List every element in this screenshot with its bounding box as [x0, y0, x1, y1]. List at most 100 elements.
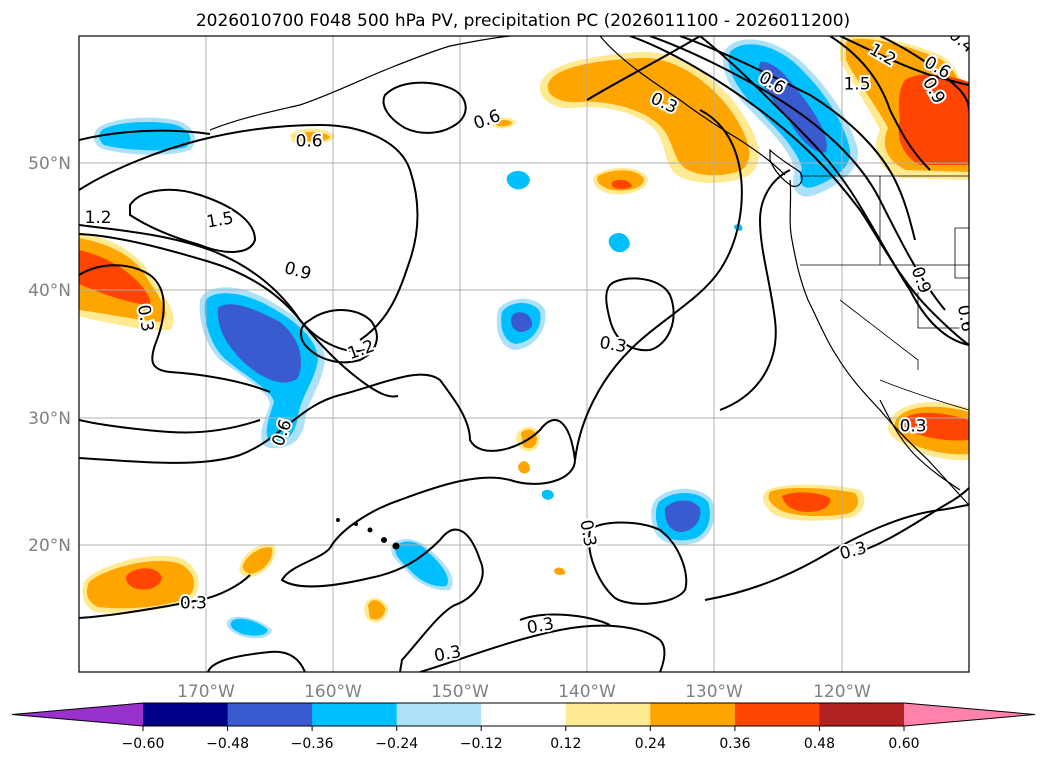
lon-label-150w: 150°W [431, 682, 489, 702]
pv-contour-0.3 [79, 373, 577, 672]
colorbar-extend-max [904, 703, 1035, 726]
latitude-labels: 50°N 40°N 30°N 20°N [28, 154, 71, 556]
baja-coast [879, 399, 961, 491]
pv-contour-0.3 [79, 574, 251, 619]
precip-positive-area [368, 600, 385, 620]
precip-positive-area [898, 74, 969, 165]
pv-contour-1.5 [129, 188, 257, 253]
pv-contours [79, 36, 969, 672]
lat-label-50n: 50°N [28, 154, 71, 174]
colorbar-segment [396, 703, 482, 726]
chart-title: 2026010700 F048 500 hPa PV, precipitatio… [196, 11, 850, 31]
pv-contour-1.2 [79, 224, 366, 353]
lat-label-40n: 40°N [28, 281, 71, 301]
precip-negative-area [99, 122, 191, 151]
pv-contour-0.3 [605, 277, 675, 352]
pv-contour-0.6 [79, 123, 419, 341]
pv-contour-0.3 [704, 504, 969, 601]
contour-label: 0.3 [900, 417, 927, 437]
pv-contour-0.9 [79, 233, 399, 398]
pv-contour-0.3 [586, 36, 701, 101]
contour-label: 0.3 [180, 593, 207, 613]
vancouver-island [769, 148, 803, 187]
map-frame [78, 35, 970, 673]
lat-label-30n: 30°N [28, 409, 71, 429]
colorbar-tick-label: −0.12 [460, 736, 503, 752]
colorbar-tick-label: 0.60 [888, 736, 919, 752]
precip-positive-area [518, 461, 530, 474]
colorbar-segment [143, 703, 229, 726]
borders [800, 175, 969, 411]
colorbar-segment [565, 703, 651, 726]
colorbar-tick-label: 0.48 [804, 736, 835, 752]
pv-contour-1.2 [649, 36, 946, 311]
pv-contour-1.2 [829, 36, 931, 171]
pv-contour-0.3 [519, 613, 611, 626]
pv-contour-0.3 [207, 650, 306, 672]
colorbar-extend-min [12, 703, 143, 726]
north-america-coast [789, 179, 969, 506]
precip-negative-area [506, 170, 530, 190]
contour-label: 1.5 [844, 74, 871, 94]
precip-positive-area [782, 492, 831, 512]
colorbar: −0.60 −0.48 −0.36 −0.24 −0.12 0.12 0.24 0.36 0.4… [11, 702, 1036, 752]
colorbar-segment [481, 703, 567, 726]
precip-positive-area [547, 57, 750, 176]
pv-contour-0.6 [79, 264, 271, 393]
colorbar-segment [819, 703, 905, 726]
precip-positive-area [294, 131, 330, 142]
precip-positive-area [902, 412, 969, 441]
gridlines [79, 36, 969, 672]
precip-positive-area [612, 179, 632, 189]
pv-contour-0.6 [79, 129, 211, 141]
precip-negative-area [542, 489, 554, 500]
colorbar-segment [312, 703, 398, 726]
longitude-labels: 170°W 160°W 150°W 140°W 130°W 120°W [177, 682, 871, 702]
pv-contour-0.3 [588, 521, 688, 605]
pv-contour-0.3 [419, 624, 666, 672]
pv-contour-0.6 [79, 419, 261, 434]
contour-label: 0.3 [433, 642, 463, 666]
colorbar-tick-label: 0.24 [635, 736, 666, 752]
lon-label-170w: 170°W [177, 682, 235, 702]
alaska-panhandle-coast [599, 36, 786, 176]
lon-label-120w: 120°W [813, 682, 871, 702]
precip-negative-area [759, 61, 827, 153]
pv-contour-0.6 [839, 36, 969, 86]
precip-negative-area [230, 618, 268, 636]
pv-contour-0.3 [719, 169, 791, 411]
map-layers: 0.60.61.51.20.91.20.60.30.30.30.6 1.51.2 0… [79, 36, 969, 672]
pv-contour-0.9 [299, 309, 378, 364]
pv-contour-1.5 [679, 36, 916, 241]
colorbar-segment [227, 703, 313, 726]
colorbar-tick-label: 0.36 [719, 736, 750, 752]
lat-label-20n: 20°N [28, 536, 71, 556]
colorbar-tick-label: −0.36 [291, 736, 334, 752]
colorbar-segment [734, 703, 821, 726]
precip-negative-area [608, 232, 630, 253]
precip-positive-area [79, 250, 151, 305]
precip-negative-area [511, 312, 533, 332]
precip-positive-area [242, 547, 273, 574]
lon-label-160w: 160°W [304, 682, 362, 702]
precip-negative-area [217, 304, 301, 383]
colorbar-tick-label: −0.48 [206, 736, 249, 752]
lon-label-130w: 130°W [685, 682, 743, 702]
colorbar-tick-label: −0.60 [122, 736, 165, 752]
pv-contour-0.9 [629, 36, 969, 346]
pv-contour-0.3 [574, 109, 743, 461]
pv-contour-0.3 [847, 487, 969, 556]
colorbar-segment [650, 703, 736, 726]
coastlines [209, 36, 969, 506]
alaska-coast [209, 36, 511, 131]
precip-negative-area [664, 500, 701, 532]
hawaiian-islands [336, 518, 400, 550]
precip-negative-area [395, 541, 448, 587]
colorbar-tick-label: 0.12 [550, 736, 581, 752]
pv-contour-0.6 [382, 81, 467, 134]
precip-positive-area [554, 567, 566, 575]
contour-label: 0.6 [296, 132, 323, 152]
lon-label-140w: 140°W [558, 682, 616, 702]
